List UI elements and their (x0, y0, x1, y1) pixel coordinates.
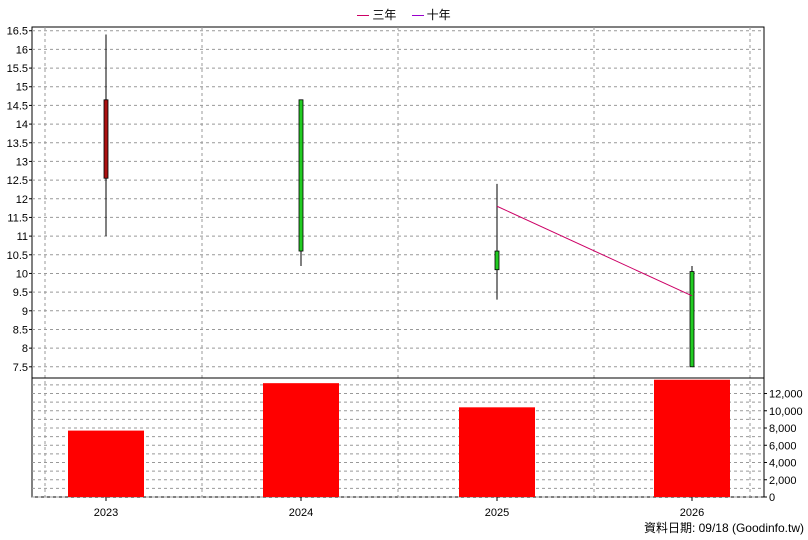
price-tick-label: 15 (16, 82, 28, 94)
price-tick-label: 10.5 (7, 250, 28, 262)
candle-body (494, 250, 500, 271)
volume-tick-label: 12,000 (769, 389, 803, 401)
legend-item-3yr: 三年 (357, 6, 396, 23)
volume-tick-label: 6,000 (769, 440, 797, 452)
legend-swatch-10yr (411, 15, 424, 17)
legend-label-3yr: 三年 (372, 8, 397, 22)
volume-bar (263, 383, 339, 497)
price-tick-label: 15.5 (7, 63, 28, 75)
x-tick-label: 2024 (289, 507, 313, 519)
volume-tick-label: 0 (769, 492, 775, 504)
price-tick-label: 8.5 (13, 324, 28, 336)
price-tick-label: 9.5 (13, 287, 28, 299)
price-tick-label: 16 (16, 44, 28, 56)
volume-bar (459, 407, 535, 497)
volume-bar (68, 430, 144, 497)
legend-swatch-3yr (357, 15, 370, 17)
price-tick-label: 9 (22, 306, 28, 318)
volume-tick-label: 4,000 (769, 458, 797, 470)
price-tick-label: 11 (17, 231, 28, 243)
volume-tick-label: 8,000 (769, 423, 797, 435)
price-tick-label: 14 (16, 119, 28, 131)
price-tick-label: 16.5 (7, 26, 28, 38)
volume-tick-label: 2,000 (769, 475, 797, 487)
price-tick-label: 7.5 (13, 362, 28, 374)
candle-body (298, 99, 304, 252)
x-tick-label: 2025 (485, 507, 509, 519)
legend-item-10yr: 十年 (411, 6, 451, 23)
volume-tick-label: 10,000 (769, 406, 803, 418)
price-tick-label: 13.5 (7, 138, 28, 150)
candle-body (103, 99, 109, 179)
price-tick-label: 14.5 (7, 100, 28, 112)
moving-average-line (496, 205, 693, 297)
x-tick-label: 2023 (94, 507, 118, 519)
price-tick-label: 10 (16, 268, 28, 280)
data-date-note: 資料日期: 09/18 (Goodinfo.tw) (643, 521, 804, 535)
legend: 三年 十年 (0, 6, 808, 23)
price-tick-label: 12 (16, 194, 28, 206)
x-tick-label: 2026 (680, 507, 704, 519)
volume-bar (654, 379, 730, 497)
price-tick-label: 11.5 (7, 212, 28, 224)
price-tick-label: 13 (16, 156, 28, 168)
legend-label-10yr: 十年 (426, 8, 451, 22)
price-tick-label: 12.5 (7, 175, 28, 187)
candle-body (689, 271, 695, 368)
price-tick-label: 8 (22, 343, 28, 355)
